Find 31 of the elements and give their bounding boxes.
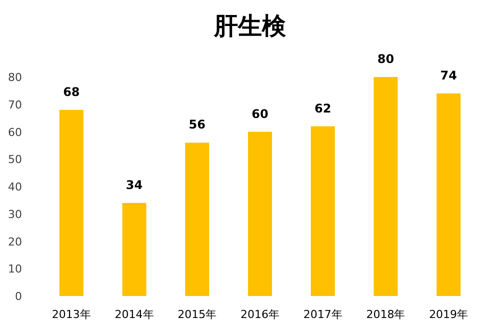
x-tick-label: 2013年 (52, 308, 91, 321)
bar (122, 202, 146, 296)
data-label: 68 (63, 84, 80, 99)
x-tick-label: 2016年 (240, 308, 280, 321)
x-tick-label: 2014年 (114, 308, 154, 321)
x-tick-label: 2018年 (366, 308, 406, 321)
y-tick-label: 70 (8, 98, 22, 112)
y-tick-label: 30 (8, 208, 22, 221)
x-tick-label: 2017年 (303, 308, 342, 321)
bar (59, 110, 84, 296)
bar (185, 142, 210, 296)
bar (248, 132, 272, 296)
y-tick-label: 80 (8, 71, 22, 84)
y-tick-label: 40 (8, 180, 22, 194)
data-label: 60 (252, 106, 268, 121)
data-label: 74 (440, 68, 457, 82)
y-tick-label: 60 (8, 126, 22, 139)
y-tick-label: 10 (8, 262, 22, 276)
data-label: 34 (126, 178, 143, 192)
y-tick-label: 20 (8, 235, 22, 248)
bar (310, 126, 335, 296)
y-tick-label: 50 (8, 153, 22, 166)
x-tick-label: 2015年 (178, 308, 217, 321)
data-label: 80 (377, 52, 394, 66)
bar (436, 93, 461, 296)
bar (374, 77, 398, 296)
y-tick-label: 0 (15, 290, 22, 303)
data-label: 62 (314, 101, 332, 116)
x-tick-label: 2019年 (429, 308, 468, 321)
data-label: 56 (188, 118, 206, 132)
chart-title: 肝生検 (213, 12, 287, 40)
